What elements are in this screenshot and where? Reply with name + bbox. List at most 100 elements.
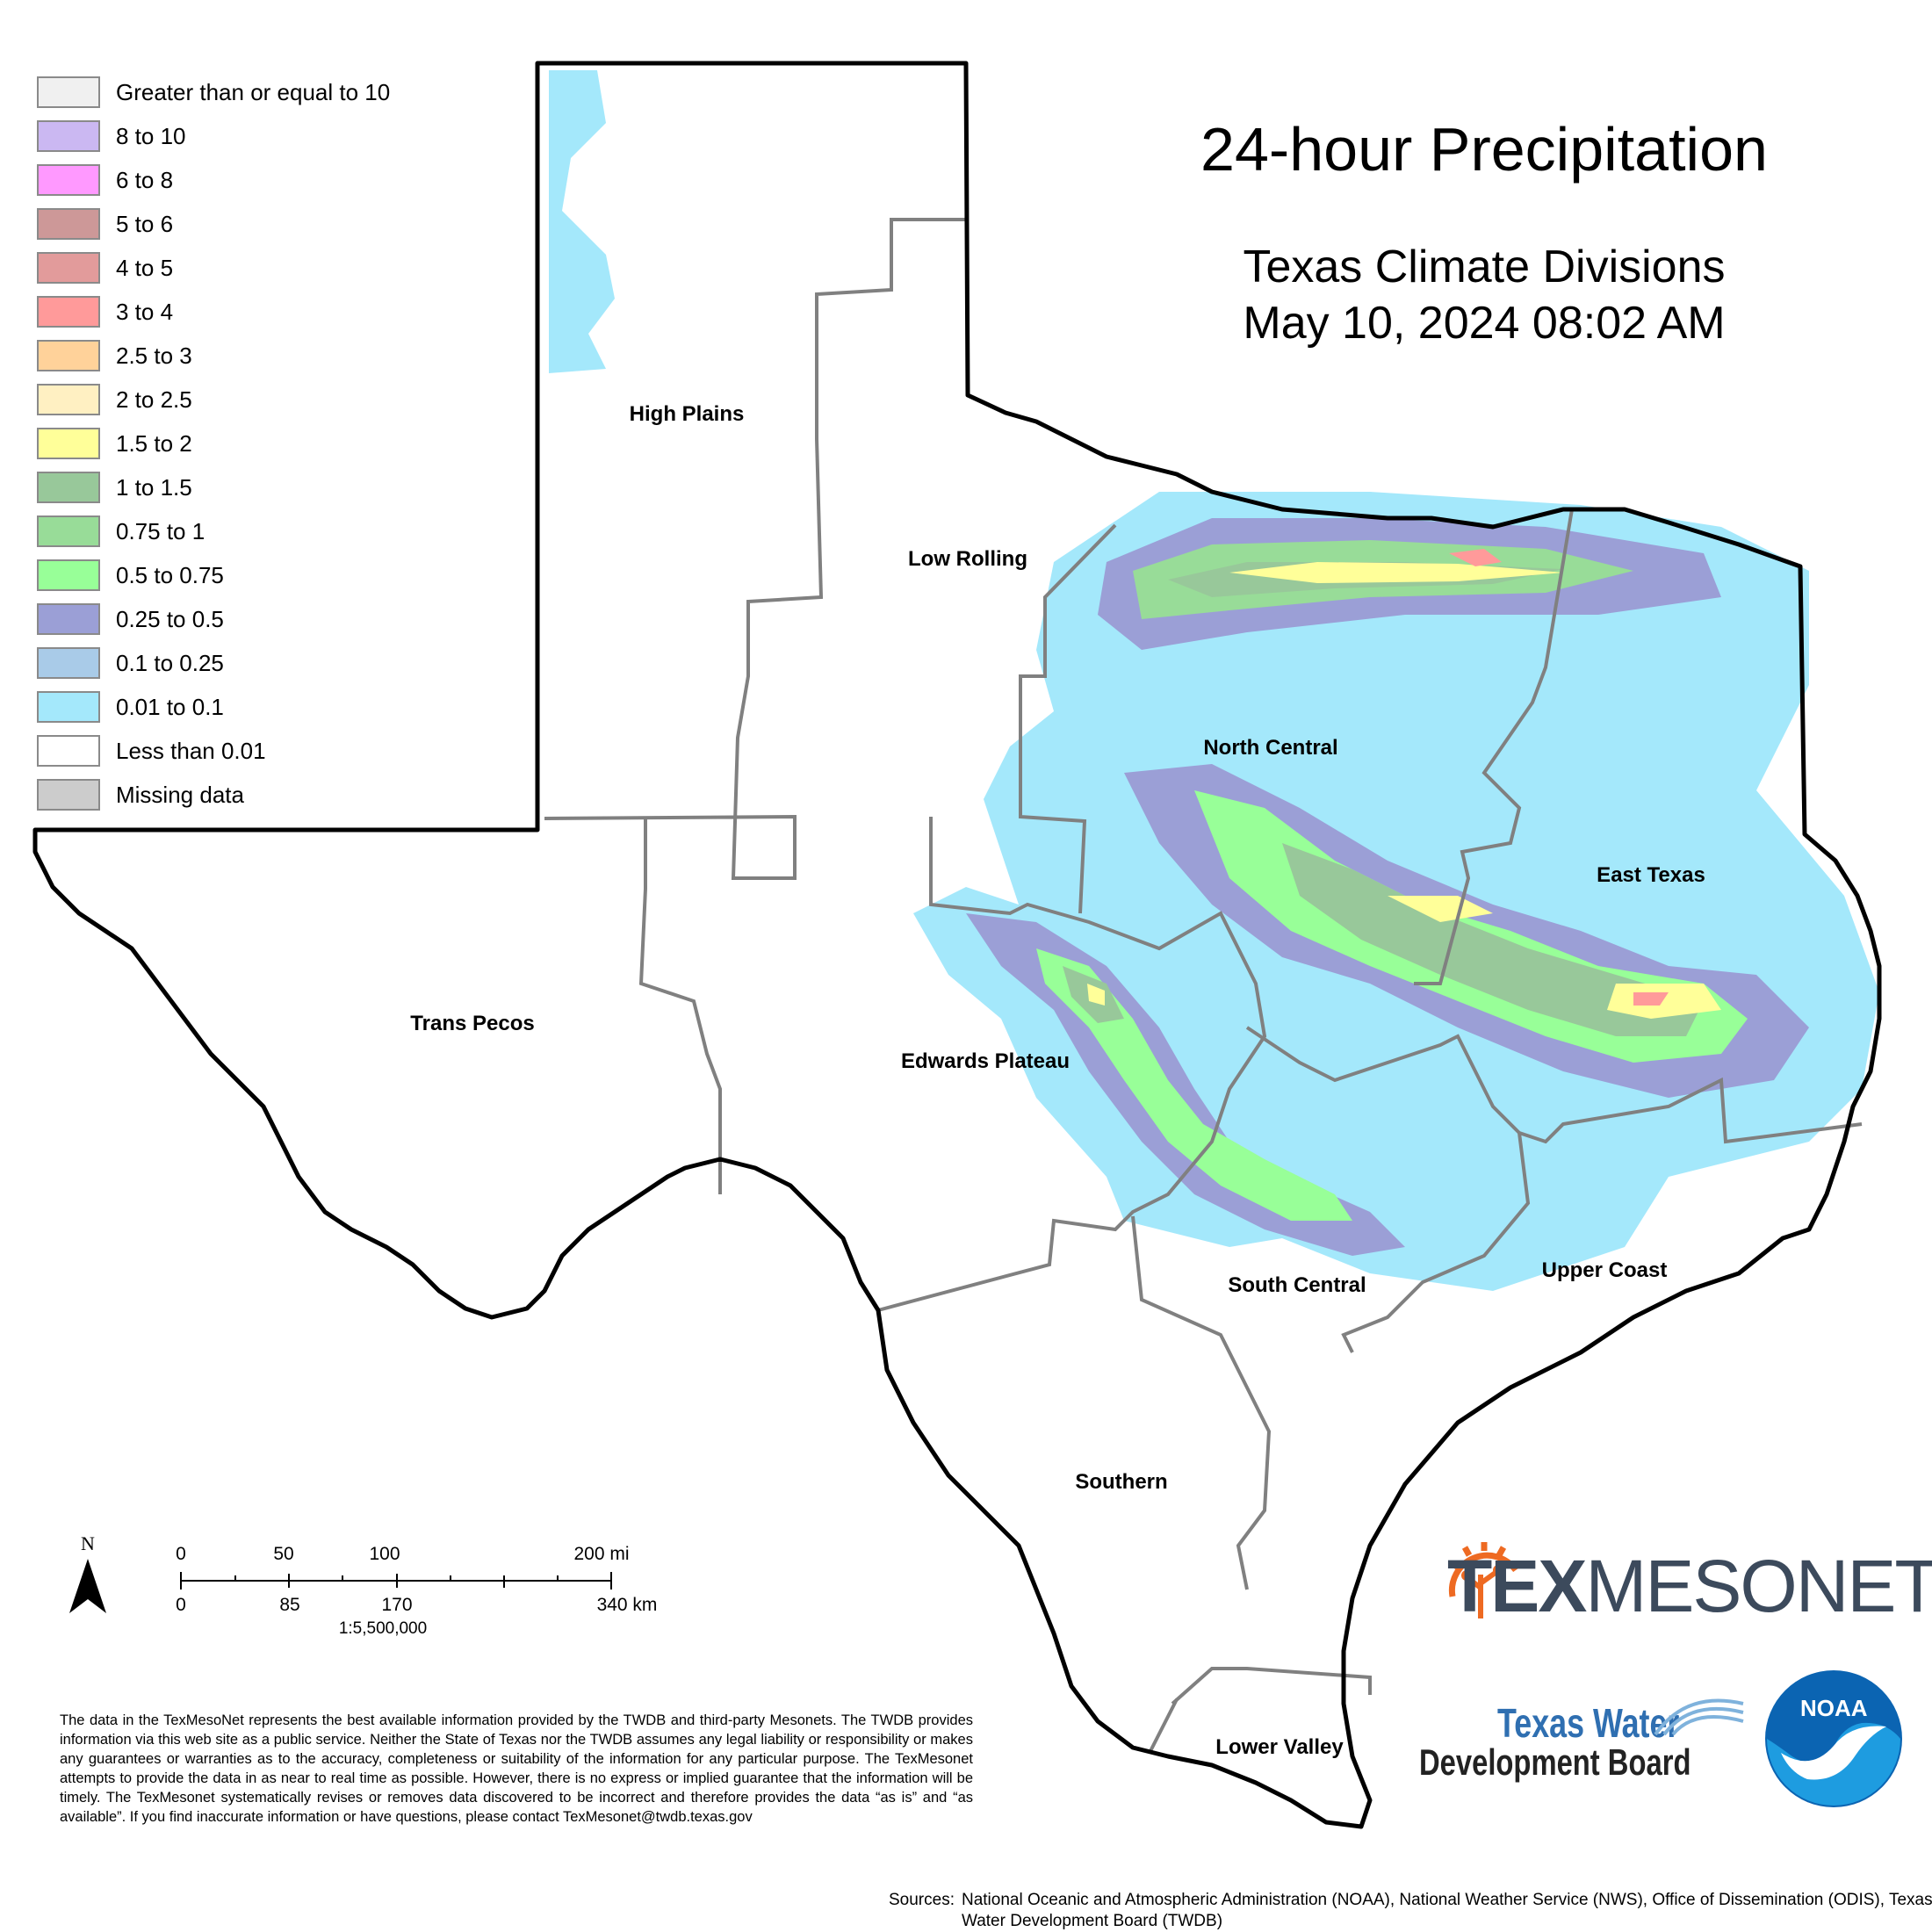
precip-band-red-central [1633,992,1669,1006]
legend-item: 6 to 8 [37,158,390,202]
scale-km-0: 0 [176,1595,186,1615]
sources: Sources: National Oceanic and Atmospheri… [889,1890,1932,1932]
legend-swatch [37,76,100,108]
legend-label: Greater than or equal to 10 [116,78,391,105]
twdb-logo-line1: Texas Water [1497,1700,1680,1746]
legend-item: 2 to 2.5 [37,378,390,422]
legend-label: 2.5 to 3 [116,342,192,369]
legend-swatch [37,164,100,196]
legend-swatch [37,120,100,152]
legend-item: Missing data [37,773,390,817]
boundary-southern-lower-valley [1171,1667,1372,1705]
scale-km-340: 340 km [596,1595,658,1615]
region-label-upper-coast: Upper Coast [1541,1258,1668,1282]
texmesonet-logo: TEXMESONET [1447,1544,1932,1629]
legend: Greater than or equal to 10 8 to 10 6 to 8… [37,70,390,817]
legend-label: Less than 0.01 [116,737,266,764]
boundary-southern-lower-valley-2 [1149,1698,1179,1752]
texmesonet-logo-tex: TEX [1447,1545,1587,1627]
noaa-logo-icon [1765,1670,1902,1807]
precip-band-yellow-southwest [1087,984,1105,1006]
twdb-logo-line2: Development Board [1419,1741,1691,1783]
legend-label: 0.1 to 0.25 [116,649,224,676]
legend-label: 5 to 6 [116,210,174,237]
legend-swatch [37,735,100,767]
legend-item: 0.75 to 1 [37,509,390,553]
division-boundaries [544,218,1863,1752]
sources-text: National Oceanic and Atmospheric Adminis… [961,1891,1932,1930]
noaa-logo-text: NOAA [1800,1695,1868,1721]
region-label-lower-valley: Lower Valley [1215,1735,1344,1759]
legend-item: 4 to 5 [37,246,390,290]
legend-label: 1.5 to 2 [116,429,192,457]
subtitle-line-date: May 10, 2024 08:02 AM [1243,298,1726,349]
legend-swatch [37,691,100,723]
texmesonet-logo-mesonet: MESONET [1585,1545,1932,1627]
legend-label: 8 to 10 [116,122,186,149]
legend-swatch [37,252,100,284]
legend-item: 2.5 to 3 [37,334,390,378]
legend-item: 8 to 10 [37,114,390,158]
legend-label: 0.75 to 1 [116,517,205,544]
north-arrow: N [66,1532,110,1621]
legend-label: 2 to 2.5 [116,386,192,413]
precip-band-red-north [1449,549,1502,566]
legend-label: 6 to 8 [116,166,174,193]
legend-label: 0.25 to 0.5 [116,605,224,632]
boundary-east-upper-coast [1518,1077,1863,1144]
legend-swatch [37,779,100,811]
region-label-east-texas: East Texas [1597,863,1705,887]
boundary-edwards-plateau [877,817,1267,1312]
north-arrow-icon [69,1559,106,1613]
boundary-south-central-southern [1131,1215,1272,1590]
boundary-south-central-upper-coast [1341,1132,1531,1353]
legend-swatch [37,384,100,415]
boundary-north-central-east-texas [1414,508,1625,985]
legend-label: 4 to 5 [116,254,174,281]
legend-swatch [37,428,100,459]
scale-km-85: 85 [279,1595,300,1615]
legend-swatch [37,559,100,591]
legend-item: 3 to 4 [37,290,390,334]
boundary-trans-pecos-edwards [638,818,722,1194]
legend-swatch [37,603,100,635]
texas-state-outline [32,61,1882,1829]
legend-item: Less than 0.01 [37,729,390,773]
legend-item: 5 to 6 [37,202,390,246]
legend-label: 3 to 4 [116,298,174,325]
scale-mi-50: 50 [273,1544,294,1564]
legend-swatch [37,647,100,679]
scale-mi-100: 100 [369,1544,400,1564]
region-label-north-central: North Central [1203,736,1338,760]
precip-band-light-blue-nw [549,70,615,373]
legend-item: 0.01 to 0.1 [37,685,390,729]
legend-swatch [37,296,100,328]
region-label-southern: Southern [1075,1470,1168,1494]
texmesonet-sun-icon [1448,1542,1518,1618]
boundary-high-plains-low-rolling [544,218,966,880]
precipitation-field [549,70,1879,1291]
boundary-north-central-south-central [1245,1026,1521,1135]
legend-label: 1 to 1.5 [116,473,192,501]
region-label-low-rolling: Low Rolling [908,547,1027,571]
scale-mi-0: 0 [176,1544,186,1564]
region-label-high-plains: High Plains [629,402,745,426]
legend-item: 1.5 to 2 [37,422,390,465]
scale-bar [180,1572,612,1590]
region-label-edwards-plateau: Edwards Plateau [900,1049,1071,1073]
sources-prefix: Sources: [889,1891,955,1909]
precip-band-darkgreen-central [1282,843,1704,1036]
disclaimer-text: The data in the TexMesoNet represents th… [60,1712,973,1825]
scale-km-170: 170 [381,1595,413,1615]
scale-ratio: 1:5,500,000 [338,1619,428,1638]
legend-swatch [37,515,100,547]
map-subtitle: Texas Climate Divisions May 10, 2024 08:… [1027,239,1932,351]
region-label-south-central: South Central [1228,1273,1366,1297]
legend-swatch [37,472,100,503]
legend-label: 0.5 to 0.75 [116,561,224,588]
precip-band-yellow-north [1229,562,1563,583]
subtitle-line-divisions: Texas Climate Divisions [1243,242,1726,292]
legend-label: 0.01 to 0.1 [116,693,224,720]
legend-item: Greater than or equal to 10 [37,70,390,114]
